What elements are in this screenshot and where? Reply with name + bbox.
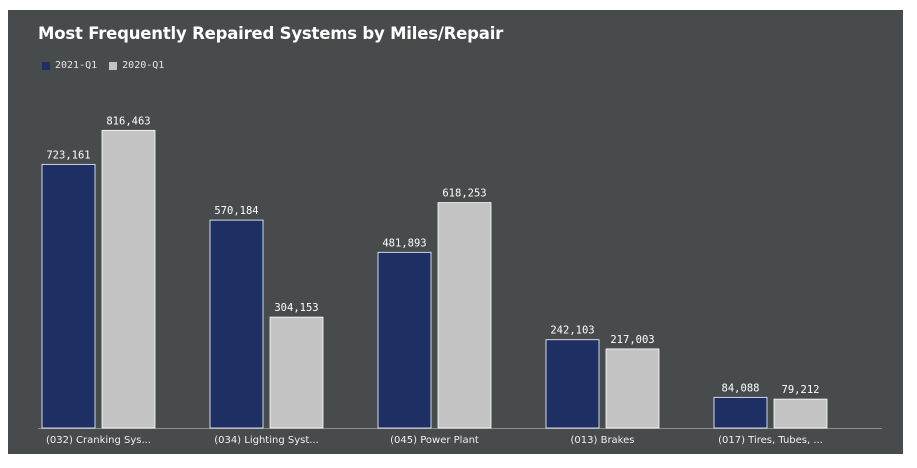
chart-legend: 2021-Q1 2020-Q1: [42, 60, 164, 71]
data-label-2021-Q1-2: 481,893: [382, 237, 426, 249]
bar-chart: 723,161 816,463 (032) Cranking Sys... 570,1…: [38, 115, 882, 446]
bar-2020-Q1-4[interactable]: [773, 398, 828, 429]
data-label-2021-Q1-3: 242,103: [550, 325, 594, 337]
bar-2021-Q1-1[interactable]: [209, 219, 264, 429]
data-label-2020-Q1-0: 816,463: [106, 115, 150, 127]
chart-panel: Most Frequently Repaired Systems by Mile…: [8, 10, 903, 454]
bar-2021-Q1-2[interactable]: [377, 251, 432, 429]
data-label-2020-Q1-4: 79,212: [782, 384, 820, 396]
x-tick-label-3: (013) Brakes: [571, 435, 635, 446]
x-tick-label-1: (034) Lighting Syst...: [214, 435, 319, 446]
legend-label-series-1: 2020-Q1: [122, 60, 165, 71]
bar-2020-Q1-2[interactable]: [437, 202, 492, 429]
legend-swatch-series-0: [42, 61, 50, 70]
bar-2021-Q1-0[interactable]: [41, 163, 96, 429]
legend-label-series-0: 2021-Q1: [55, 60, 98, 71]
data-label-2021-Q1-1: 570,184: [214, 205, 258, 217]
x-tick-label-4: (017) Tires, Tubes, ...: [718, 435, 823, 446]
data-label-2020-Q1-1: 304,153: [274, 302, 318, 314]
x-tick-label-2: (045) Power Plant: [390, 435, 479, 446]
bar-2020-Q1-3[interactable]: [605, 348, 660, 429]
legend-item-series-0[interactable]: 2021-Q1: [42, 60, 97, 71]
bar-2021-Q1-4[interactable]: [713, 396, 768, 429]
data-label-2021-Q1-4: 84,088: [722, 382, 760, 394]
bar-2020-Q1-1[interactable]: [269, 316, 324, 429]
bar-2021-Q1-3[interactable]: [545, 339, 600, 429]
x-tick-label-0: (032) Cranking Sys...: [46, 435, 151, 446]
chart-title: Most Frequently Repaired Systems by Mile…: [38, 24, 504, 43]
data-label-2020-Q1-2: 618,253: [442, 188, 486, 200]
legend-swatch-series-1: [109, 61, 118, 70]
bar-2020-Q1-0[interactable]: [101, 129, 156, 429]
legend-item-series-1[interactable]: 2020-Q1: [109, 60, 164, 71]
data-label-2021-Q1-0: 723,161: [46, 149, 90, 161]
data-label-2020-Q1-3: 217,003: [610, 334, 654, 346]
